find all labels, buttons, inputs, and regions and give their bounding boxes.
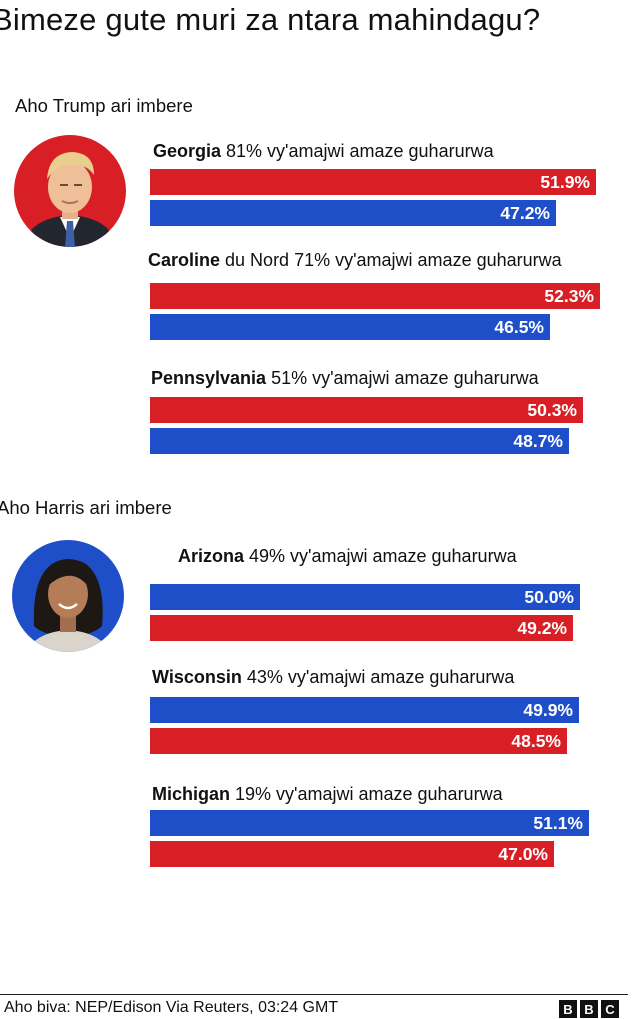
state-label: Pennsylvania 51% vy'amajwi amaze guharur… [151, 368, 539, 389]
bar-value-label: 47.2% [500, 203, 550, 223]
state-counted: 51% vy'amajwi amaze guharurwa [266, 368, 539, 388]
state-counted: du Nord 71% vy'amajwi amaze guharurwa [220, 250, 562, 270]
state-label: Arizona 49% vy'amajwi amaze guharurwa [178, 546, 517, 567]
state-name: Arizona [178, 546, 245, 566]
bar-value-label: 49.9% [523, 700, 573, 720]
state-label: Caroline du Nord 71% vy'amajwi amaze guh… [148, 250, 562, 271]
state-label: Wisconsin 43% vy'amajwi amaze guharurwa [152, 667, 514, 688]
section-label-trump: Aho Trump ari imbere [15, 95, 193, 116]
bar-value-label: 47.0% [498, 844, 548, 864]
trump-bar: 51.9% [150, 169, 596, 195]
bar-value-label: 50.0% [524, 587, 574, 607]
bbc-logo-letter: B [580, 1000, 598, 1018]
state-counted: 19% vy'amajwi amaze guharurwa [230, 784, 503, 804]
bar-value-label: 49.2% [517, 618, 567, 638]
harris-bar: 51.1% [150, 810, 589, 836]
bbc-logo-letter: B [559, 1000, 577, 1018]
state-counted: 81% vy'amajwi amaze guharurwa [221, 141, 494, 161]
harris-bar: 48.7% [150, 428, 569, 454]
harris-bar: 49.9% [150, 697, 579, 723]
bbc-logo: B B C [559, 1000, 619, 1018]
state-counted: 49% vy'amajwi amaze guharurwa [244, 546, 517, 566]
state-counted: 43% vy'amajwi amaze guharurwa [241, 667, 515, 687]
bar-value-label: 46.5% [494, 317, 544, 337]
trump-bar: 47.0% [150, 841, 554, 867]
state-name: Georgia [153, 141, 222, 161]
footer-divider [0, 994, 628, 995]
section-label-harris: Aho Harris ari imbere [0, 497, 172, 518]
bar-value-label: 48.5% [511, 731, 561, 751]
trump-bar: 52.3% [150, 283, 600, 309]
bar-value-label: 48.7% [513, 431, 563, 451]
bar-value-label: 51.9% [540, 172, 590, 192]
harris-portrait-icon [12, 540, 124, 652]
trump-bar: 48.5% [150, 728, 567, 754]
state-name: Wisconsin [152, 667, 242, 687]
state-label: Michigan 19% vy'amajwi amaze guharurwa [152, 784, 503, 805]
state-name: Pennsylvania [151, 368, 267, 388]
bar-value-label: 52.3% [544, 286, 594, 306]
state-name: Michigan [152, 784, 231, 804]
trump-bar: 49.2% [150, 615, 573, 641]
trump-portrait-icon [14, 135, 126, 247]
source-note: Aho biva: NEP/Edison Via Reuters, 03:24 … [4, 999, 339, 1016]
state-name: Caroline [148, 250, 221, 270]
harris-bar: 46.5% [150, 314, 550, 340]
chart-title: Bimeze gute muri za ntara mahindagu? [0, 2, 541, 37]
bar-value-label: 51.1% [533, 813, 583, 833]
bar-value-label: 50.3% [527, 400, 577, 420]
state-label: Georgia 81% vy'amajwi amaze guharurwa [153, 141, 494, 162]
harris-bar: 50.0% [150, 584, 580, 610]
harris-bar: 47.2% [150, 200, 556, 226]
trump-bar: 50.3% [150, 397, 583, 423]
bbc-logo-letter: C [601, 1000, 619, 1018]
